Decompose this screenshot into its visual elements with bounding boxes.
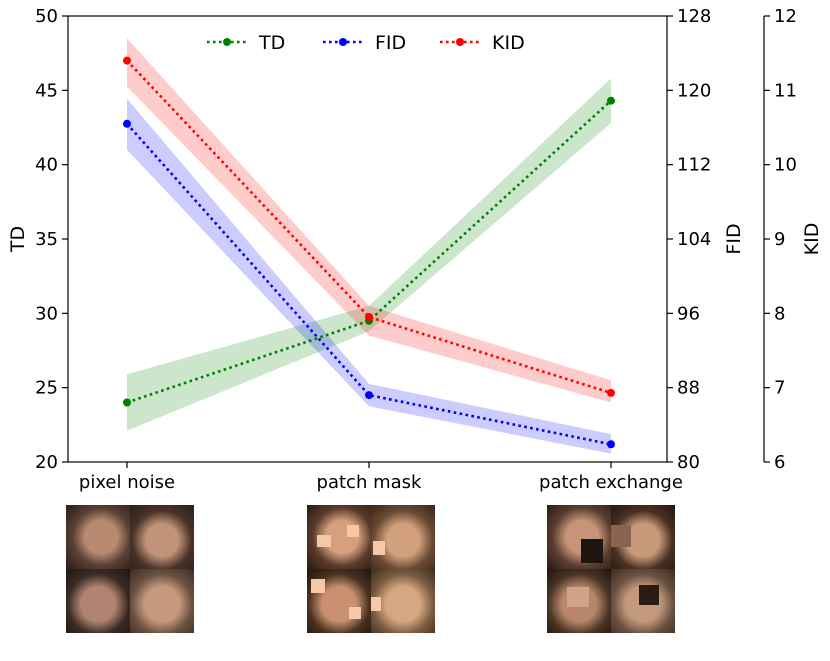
td-line [126,99,612,404]
td-point [607,96,615,105]
x-tick-label: pixel noise [79,472,175,493]
series-points [123,56,615,449]
kid-tick-label: 10 [774,155,797,176]
x-tick-label: patch exchange [539,472,683,493]
td-tick-label: 20 [35,452,58,473]
fid-tick-label: 120 [677,80,711,101]
patch-exchange-samples [547,505,675,633]
kid-tick-label: 9 [774,229,785,250]
legend-marker-fid [339,38,347,46]
kid-tick-label: 7 [774,378,785,399]
fid-tick-label: 112 [677,155,711,176]
legend-label-td: TD [258,32,285,54]
patch-mask-samples [307,505,435,633]
fid-tick-label: 96 [677,303,700,324]
kid-point [123,56,131,65]
kid-tick-label: 8 [774,303,785,324]
td-tick-label: 50 [35,6,58,27]
fid-point [607,440,615,449]
kid-tick-label: 12 [774,6,797,27]
kid-band [127,38,611,403]
td-tick-label: 45 [35,80,58,101]
kid-axis-title: KID [801,223,823,256]
legend: TD FID KID [207,32,525,54]
td-axis-title: TD [7,226,29,253]
fid-tick-label: 128 [677,6,711,27]
kid-point [607,388,615,397]
td-tick-label: 30 [35,303,58,324]
fid-axis-title: FID [723,223,745,254]
legend-marker-td [223,38,231,46]
legend-marker-kid [456,38,464,46]
x-tick-label: patch mask [317,472,422,493]
legend-label-kid: KID [492,32,525,54]
series-lines [126,59,612,446]
fid-tick-label: 80 [677,452,700,473]
axes: 20 25 30 35 40 45 50 80 88 96 104 112 120 128 6 7 8 9 10 11… [7,6,823,493]
td-point [123,398,131,407]
td-tick-label: 25 [35,378,58,399]
td-tick-label: 40 [35,155,58,176]
td-tick-label: 35 [35,229,58,250]
fid-point [365,391,373,400]
fid-tick-label: 88 [677,378,700,399]
td-band [127,78,611,431]
kid-point [365,313,373,321]
legend-label-fid: FID [375,32,406,54]
fid-point [123,119,131,128]
kid-tick-label: 6 [774,452,785,473]
confidence-bands [127,38,611,454]
chart: 20 25 30 35 40 45 50 80 88 96 104 112 120 128 6 7 8 9 10 11… [7,6,823,493]
kid-tick-label: 11 [774,80,797,101]
fid-tick-label: 104 [677,229,711,250]
pixel-noise-samples [66,505,194,633]
fid-line [126,122,612,446]
